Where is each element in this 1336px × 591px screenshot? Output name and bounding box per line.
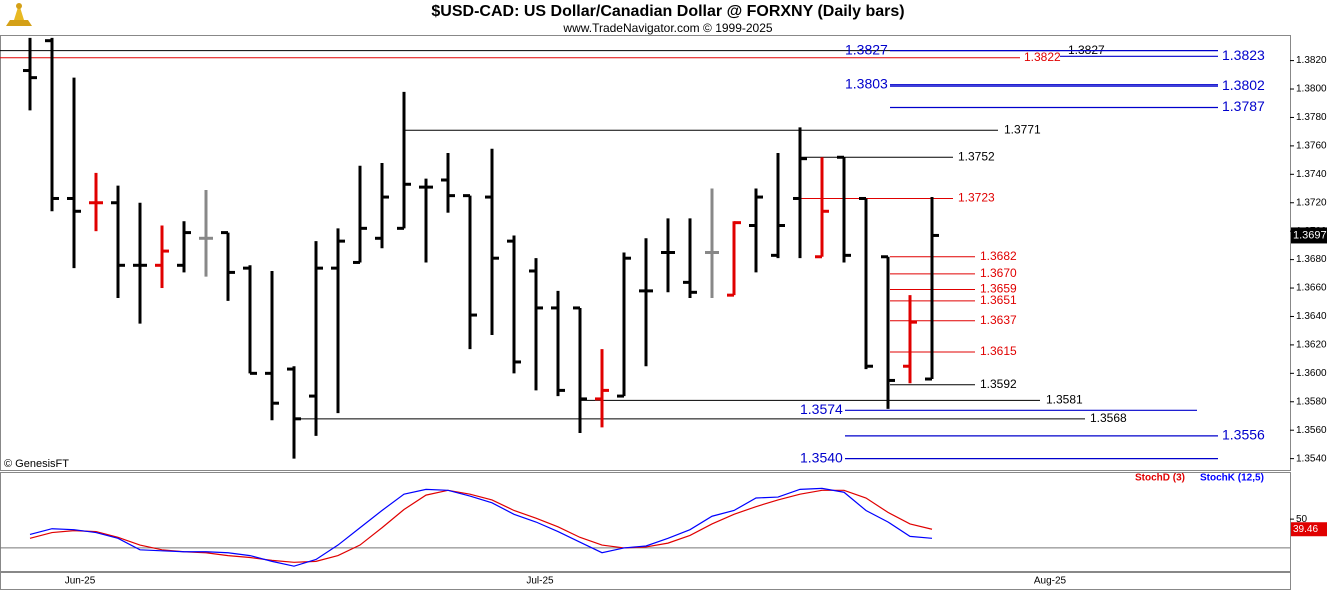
- level-label: 1.3682: [980, 249, 1017, 263]
- legend-entry: StochK (12,5): [1200, 473, 1264, 484]
- level-label: 1.3540: [800, 449, 843, 465]
- chart-title: $USD-CAD: US Dollar/Canadian Dollar @ FO…: [431, 3, 904, 20]
- chart-subtitle: www.TradeNavigator.com © 1999-2025: [562, 21, 772, 35]
- y-tick-label: 1.3560: [1296, 425, 1327, 436]
- level-label: 1.3787: [1222, 98, 1265, 114]
- date-axis: [0, 572, 1291, 590]
- level-label: 1.3723: [958, 191, 995, 205]
- stoch-panel: [0, 472, 1291, 572]
- y-tick-label: 1.3580: [1296, 396, 1327, 407]
- logo: [6, 3, 32, 26]
- level-label: 1.3615: [980, 344, 1017, 358]
- level-label: 1.3771: [1004, 122, 1041, 136]
- x-tick-label: Jun-25: [65, 576, 96, 587]
- legend-entry: StochD (3): [1135, 473, 1185, 484]
- y-tick-label: 1.3680: [1296, 254, 1327, 265]
- x-tick-label: Jul-25: [526, 576, 554, 587]
- y-tick-label: 1.3540: [1296, 453, 1327, 464]
- level-label: 1.3823: [1222, 47, 1265, 63]
- y-tick-label: 1.3740: [1296, 169, 1327, 180]
- level-label: 1.3827: [845, 41, 888, 57]
- level-label: 1.3659: [980, 282, 1017, 296]
- level-label: 1.3592: [980, 377, 1017, 391]
- y-tick-label: 1.3640: [1296, 311, 1327, 322]
- level-label: 1.3556: [1222, 427, 1265, 443]
- price-panel: [0, 35, 1291, 471]
- y-tick-label: 1.3780: [1296, 112, 1327, 123]
- last-price-label: 1.3697: [1293, 229, 1327, 241]
- level-label: 1.3803: [845, 75, 888, 91]
- y-tick-label: 1.3800: [1296, 84, 1327, 95]
- level-label: 1.3568: [1090, 411, 1127, 425]
- stoch-line: [29, 487, 933, 567]
- level-label: 1.3822: [1024, 50, 1061, 64]
- y-tick-label: 1.3720: [1296, 197, 1327, 208]
- level-label: 1.3574: [800, 401, 843, 417]
- level-label: 1.3802: [1222, 77, 1265, 93]
- y-tick-label: 50: [1296, 514, 1308, 525]
- level-label: 1.3651: [980, 293, 1017, 307]
- watermark: © GenesisFT: [4, 458, 69, 470]
- level-label: 1.3827: [1068, 43, 1105, 57]
- level-label: 1.3752: [958, 149, 995, 163]
- level-label: 1.3637: [980, 313, 1017, 327]
- y-tick-label: 1.3660: [1296, 283, 1327, 294]
- last-value-box: [1291, 522, 1327, 537]
- y-tick-label: 1.3760: [1296, 141, 1327, 152]
- x-tick-label: Aug-25: [1034, 576, 1067, 587]
- y-tick-label: 1.3620: [1296, 340, 1327, 351]
- level-label: 1.3581: [1046, 393, 1083, 407]
- y-tick-label: 1.3600: [1296, 368, 1327, 379]
- level-label: 1.3670: [980, 266, 1017, 280]
- last-value-label: 39.46: [1293, 524, 1318, 535]
- last-price-box: [1291, 227, 1327, 244]
- y-tick-label: 1.3820: [1296, 55, 1327, 66]
